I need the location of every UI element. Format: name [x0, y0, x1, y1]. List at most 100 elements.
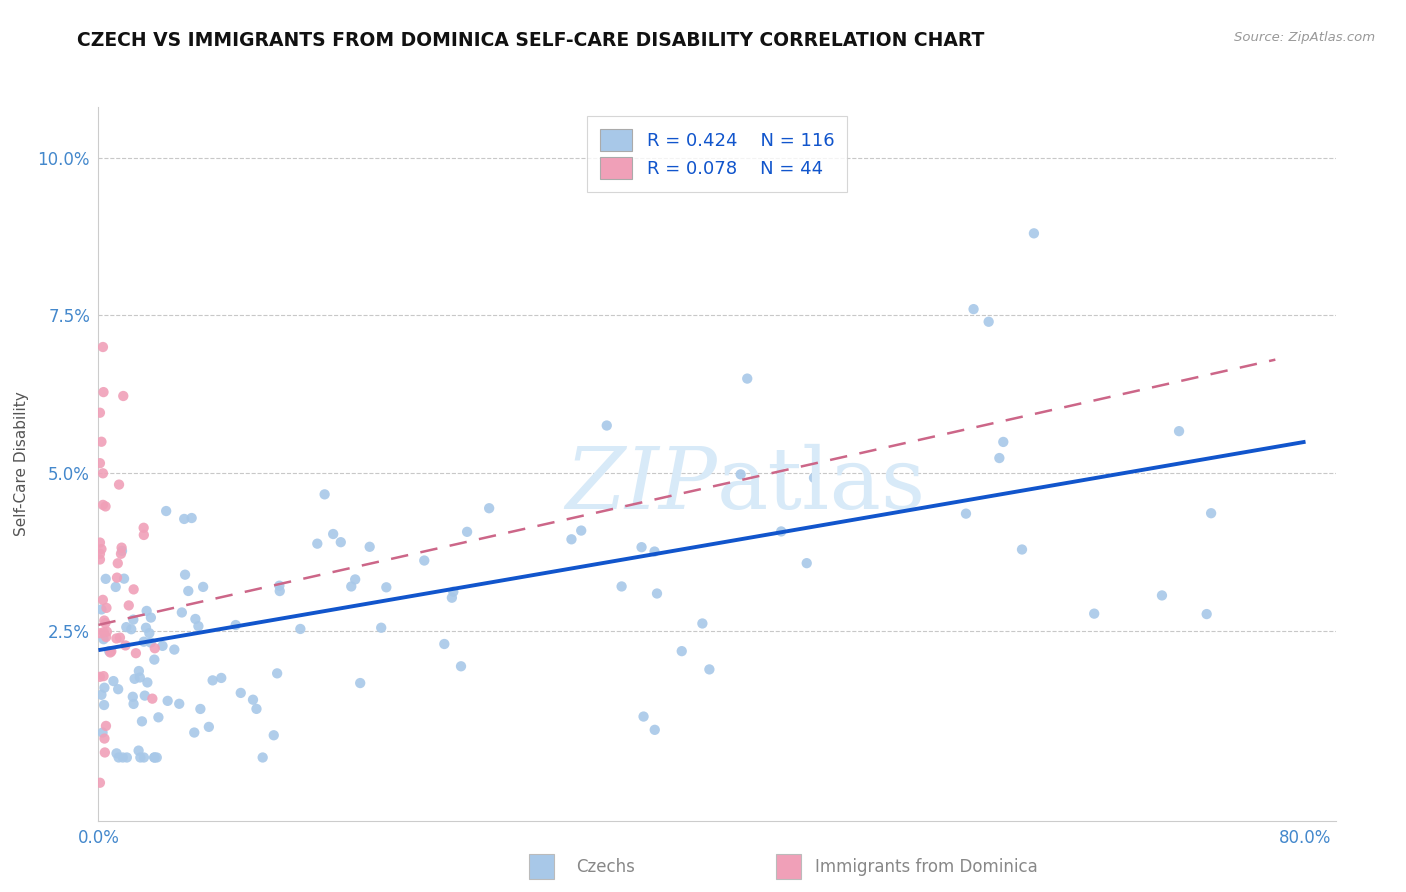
Point — [132, 528, 155, 542]
Point — [143, 750, 166, 764]
Point — [170, 606, 193, 620]
Point — [91, 498, 114, 512]
Point — [148, 710, 170, 724]
Point — [252, 750, 274, 764]
Point — [89, 552, 111, 566]
Point — [94, 746, 117, 760]
Point — [132, 521, 155, 535]
Point — [110, 541, 132, 555]
Point — [645, 586, 668, 600]
Point — [89, 456, 111, 470]
Point — [89, 626, 111, 640]
Point — [569, 524, 592, 538]
Point — [122, 697, 145, 711]
Point — [730, 467, 752, 482]
Point — [962, 302, 984, 317]
Point — [94, 630, 117, 644]
Point — [93, 632, 115, 647]
Point — [110, 547, 132, 561]
Point — [191, 580, 214, 594]
Point — [128, 671, 150, 685]
Point — [105, 632, 128, 646]
Point — [988, 450, 1011, 465]
Point — [359, 540, 381, 554]
Point — [94, 616, 117, 631]
Point — [128, 743, 150, 757]
Point — [139, 610, 162, 624]
Point — [141, 691, 163, 706]
Point — [1022, 227, 1045, 241]
Point — [107, 750, 129, 764]
Point — [107, 682, 129, 697]
Point — [456, 524, 478, 539]
Point — [100, 644, 122, 658]
Point — [125, 646, 148, 660]
Point — [115, 620, 138, 634]
Point — [1150, 589, 1173, 603]
Point — [114, 639, 136, 653]
Point — [183, 725, 205, 739]
Text: Source: ZipAtlas.com: Source: ZipAtlas.com — [1234, 31, 1375, 45]
Text: CZECH VS IMMIGRANTS FROM DOMINICA SELF-CARE DISABILITY CORRELATION CHART: CZECH VS IMMIGRANTS FROM DOMINICA SELF-C… — [77, 31, 984, 50]
Text: Czechs: Czechs — [576, 858, 636, 876]
Point — [1195, 607, 1218, 621]
Point — [955, 507, 977, 521]
Point — [290, 622, 312, 636]
Point — [173, 512, 195, 526]
Point — [322, 527, 344, 541]
Point — [138, 626, 160, 640]
Point — [93, 698, 115, 712]
Point — [132, 634, 155, 648]
Point — [1199, 506, 1222, 520]
Point — [209, 671, 232, 685]
Text: Immigrants from Dominica: Immigrants from Dominica — [815, 858, 1038, 876]
Point — [1083, 607, 1105, 621]
Point — [796, 556, 818, 570]
Point — [91, 592, 114, 607]
Point — [89, 547, 111, 561]
Point — [184, 612, 207, 626]
Point — [135, 621, 157, 635]
Point — [136, 675, 159, 690]
Point — [242, 692, 264, 706]
Point — [108, 631, 131, 645]
Point — [121, 690, 143, 704]
Point — [441, 584, 464, 599]
Point — [103, 674, 125, 689]
Point — [143, 750, 166, 764]
Point — [977, 315, 1000, 329]
Point — [344, 573, 367, 587]
Point — [93, 385, 115, 400]
Point — [98, 645, 121, 659]
Point — [630, 540, 652, 554]
Point — [93, 669, 115, 683]
Point — [111, 544, 134, 558]
Point — [993, 434, 1015, 449]
Point — [269, 584, 291, 599]
Point — [134, 689, 156, 703]
Point — [610, 579, 633, 593]
Point — [671, 644, 693, 658]
Point — [89, 670, 111, 684]
Point — [91, 340, 114, 354]
Point — [104, 580, 127, 594]
Point — [129, 750, 152, 764]
Point — [699, 662, 721, 676]
Point — [155, 504, 177, 518]
Point — [96, 600, 118, 615]
Point — [1168, 424, 1191, 438]
Point — [329, 535, 352, 549]
Point — [174, 567, 197, 582]
Point — [263, 728, 285, 742]
Point — [143, 641, 166, 656]
Point — [163, 642, 186, 657]
Point — [108, 477, 131, 491]
Point — [375, 580, 398, 594]
Point — [90, 542, 112, 557]
Point — [225, 618, 247, 632]
Point — [131, 714, 153, 729]
Point — [122, 613, 145, 627]
Point — [139, 635, 162, 649]
Point — [91, 467, 114, 481]
Point — [450, 659, 472, 673]
